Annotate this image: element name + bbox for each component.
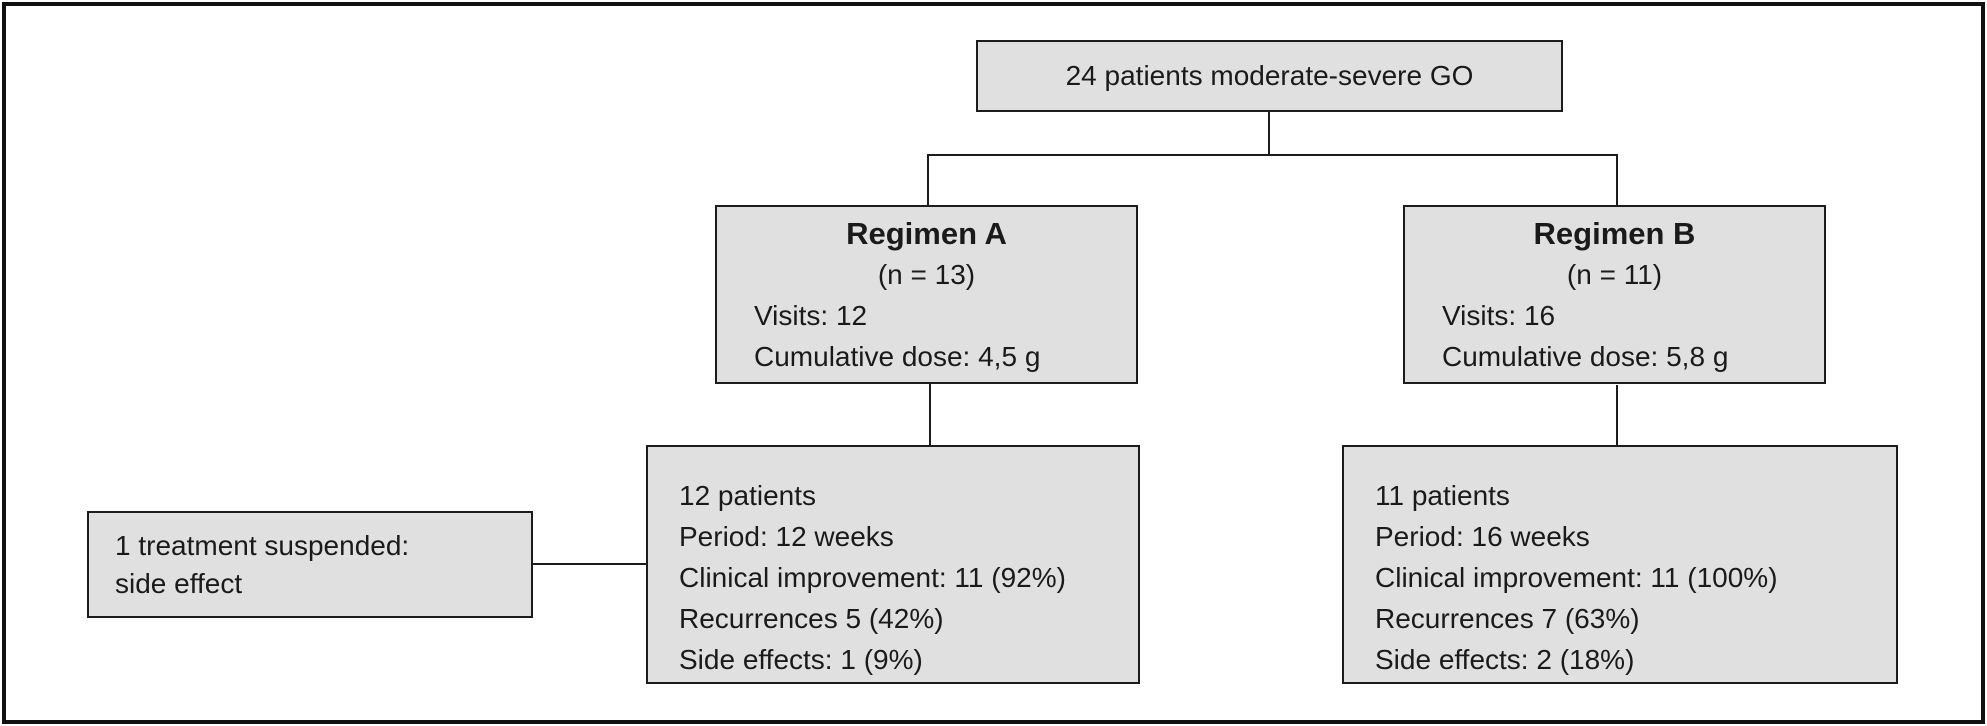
suspended-line-1: 1 treatment suspended:	[115, 529, 410, 561]
box-regimen-b: Regimen B (n = 11) Visits: 16 Cumulative…	[1403, 205, 1826, 384]
box-outcome-regimen-b: 11 patients Period: 16 weeks Clinical im…	[1342, 445, 1898, 684]
connector-to-regimen-b	[1616, 154, 1618, 206]
suspended-line-2: side effect	[115, 567, 243, 599]
connector-suspended-to-outcome-a	[533, 563, 647, 565]
total-patients-text: 24 patients moderate-severe GO	[1065, 60, 1474, 91]
box-regimen-a: Regimen A (n = 13) Visits: 12 Cumulative…	[715, 205, 1138, 384]
outcome-b-recurrences: Recurrences 7 (63%)	[1375, 603, 1640, 634]
outcome-b-side-effects: Side effects: 2 (18%)	[1375, 644, 1635, 675]
outcome-b-patients: 11 patients	[1375, 480, 1510, 511]
regimen-b-cumulative-dose: Cumulative dose: 5,8 g	[1442, 340, 1729, 372]
connector-split-horizontal	[927, 154, 1618, 156]
regimen-b-visits: Visits: 16	[1442, 299, 1556, 331]
outcome-a-recurrences: Recurrences 5 (42%)	[679, 603, 944, 634]
regimen-a-visits: Visits: 12	[754, 299, 868, 331]
connector-regimen-b-to-outcome	[1616, 385, 1618, 446]
outcome-b-period: Period: 16 weeks	[1375, 521, 1590, 552]
outcome-a-clinical-improvement: Clinical improvement: 11 (92%)	[679, 562, 1066, 593]
regimen-a-n-label: (n = 13)	[877, 258, 976, 290]
outcome-a-patients: 12 patients	[679, 480, 816, 511]
connector-regimen-a-to-outcome	[929, 384, 931, 446]
outcome-b-clinical-improvement: Clinical improvement: 11 (100%)	[1375, 562, 1778, 593]
regimen-b-title: Regimen B	[1533, 215, 1696, 251]
box-treatment-suspended: 1 treatment suspended: side effect	[87, 511, 533, 618]
regimen-b-n-label: (n = 11)	[1566, 258, 1663, 290]
regimen-a-cumulative-dose: Cumulative dose: 4,5 g	[754, 340, 1041, 372]
connector-root-down	[1268, 112, 1270, 155]
box-total-patients: 24 patients moderate-severe GO	[976, 40, 1563, 112]
box-outcome-regimen-a: 12 patients Period: 12 weeks Clinical im…	[646, 445, 1140, 684]
connector-to-regimen-a	[927, 154, 929, 206]
outcome-a-side-effects: Side effects: 1 (9%)	[679, 644, 923, 675]
regimen-a-title: Regimen A	[846, 215, 1007, 251]
outcome-a-period: Period: 12 weeks	[679, 521, 894, 552]
